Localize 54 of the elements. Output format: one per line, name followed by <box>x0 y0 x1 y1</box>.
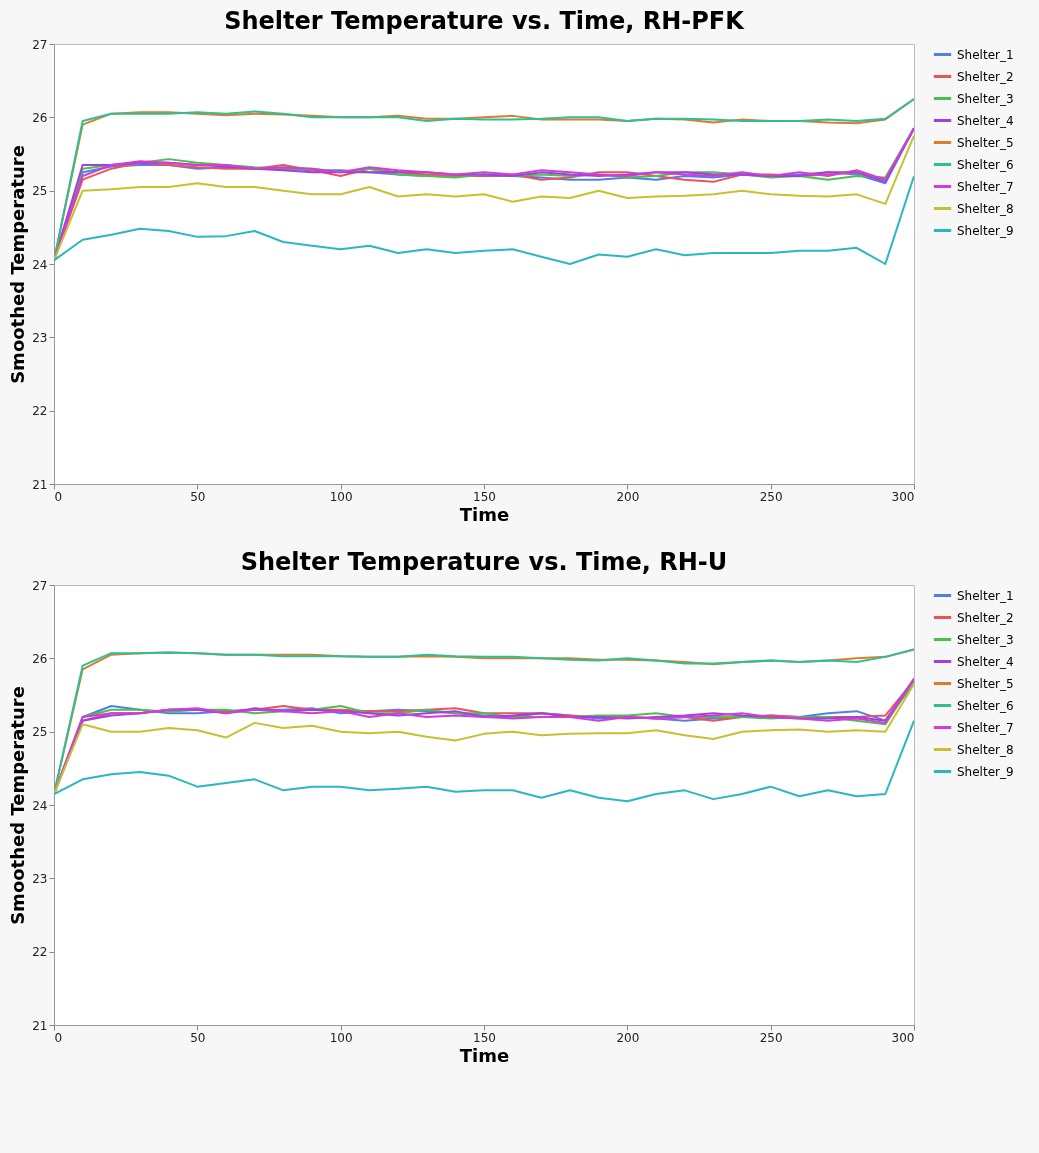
x-tick-label: 0 <box>54 1030 63 1045</box>
chart-title: Shelter Temperature vs. Time, RH-U <box>240 548 728 576</box>
x-tick-label: 200 <box>616 489 640 504</box>
y-tick-label: 23 <box>32 330 48 345</box>
legend-label: Shelter_5 <box>957 135 1014 150</box>
legend-label: Shelter_8 <box>957 742 1014 757</box>
legend-label: Shelter_6 <box>957 698 1014 713</box>
x-tick-label: 150 <box>473 489 496 504</box>
legend-label: Shelter_1 <box>957 588 1014 603</box>
y-tick-label: 26 <box>32 651 48 666</box>
legend-label: Shelter_9 <box>957 223 1014 238</box>
y-tick-label: 22 <box>32 945 48 960</box>
legend-label: Shelter_2 <box>957 69 1014 84</box>
y-axis-title: Smoothed Temperature <box>7 686 29 925</box>
x-tick-label: 0 <box>54 489 63 504</box>
y-tick-label: 27 <box>32 578 48 593</box>
x-tick-label: 50 <box>190 489 206 504</box>
legend-label: Shelter_3 <box>957 632 1014 647</box>
y-tick-label: 21 <box>32 477 48 492</box>
legend-label: Shelter_9 <box>957 764 1014 779</box>
y-tick-label: 26 <box>32 110 48 125</box>
y-tick-label: 25 <box>32 725 48 740</box>
y-tick-label: 21 <box>32 1018 48 1033</box>
legend-label: Shelter_7 <box>957 720 1014 735</box>
x-tick-label: 100 <box>329 489 353 504</box>
x-tick-label: 100 <box>329 1030 353 1045</box>
x-axis-title: Time <box>459 1044 510 1066</box>
y-tick-label: 23 <box>32 871 48 886</box>
x-tick-label: 250 <box>759 1030 783 1045</box>
legend-label: Shelter_7 <box>957 179 1014 194</box>
x-tick-label: 300 <box>891 489 915 504</box>
y-axis-title: Smoothed Temperature <box>7 145 29 384</box>
legend-label: Shelter_8 <box>957 201 1014 216</box>
legend-label: Shelter_3 <box>957 91 1014 106</box>
y-tick-label: 27 <box>32 37 48 52</box>
x-tick-label: 50 <box>190 1030 206 1045</box>
legend-label: Shelter_5 <box>957 676 1014 691</box>
x-tick-label: 300 <box>891 1030 915 1045</box>
legend-label: Shelter_4 <box>957 113 1014 128</box>
x-tick-label: 150 <box>473 1030 496 1045</box>
legend-label: Shelter_1 <box>957 47 1014 62</box>
y-tick-label: 25 <box>32 184 48 199</box>
chart-title: Shelter Temperature vs. Time, RH-PFK <box>224 7 746 35</box>
y-tick-label: 24 <box>32 798 48 813</box>
legend-label: Shelter_2 <box>957 610 1014 625</box>
y-tick-label: 22 <box>32 404 48 419</box>
x-tick-label: 250 <box>759 489 783 504</box>
line-series <box>54 175 914 265</box>
legend-label: Shelter_4 <box>957 654 1014 669</box>
line-series <box>54 719 914 803</box>
legend-label: Shelter_6 <box>957 157 1014 172</box>
x-axis-title: Time <box>459 503 510 525</box>
y-tick-label: 24 <box>32 257 48 272</box>
x-tick-label: 200 <box>616 1030 640 1045</box>
